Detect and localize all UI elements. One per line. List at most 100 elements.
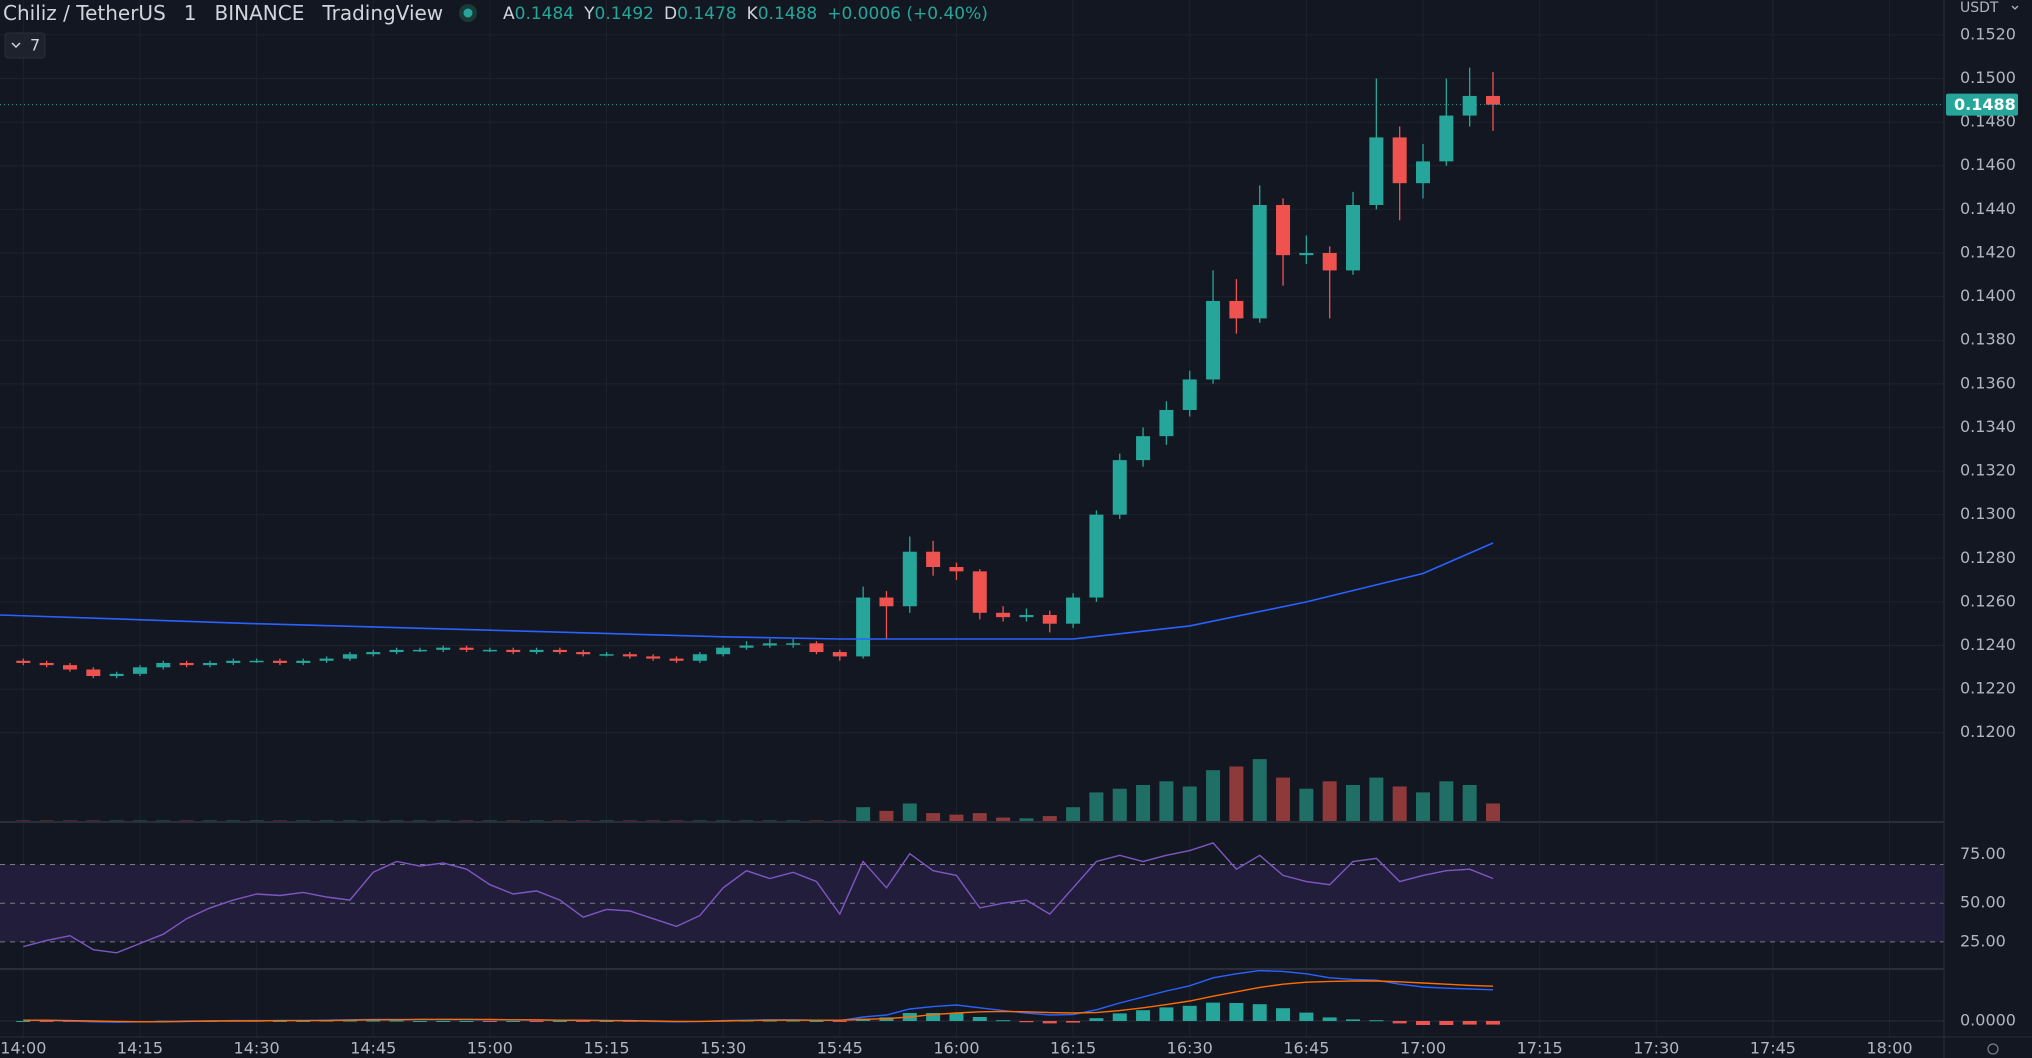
candle-body [1439,115,1454,162]
candle-body [506,649,521,653]
macd-histogram-bar [459,1021,474,1022]
candle-body [1229,300,1244,319]
y-tick-label: 0.1480 [1960,112,2016,131]
macd-histogram-bar [1276,1008,1291,1021]
macd-histogram-bar [1182,1005,1197,1021]
macd-histogram-bar [1042,1021,1057,1024]
header-text: Y [583,4,595,24]
macd-histogram-bar [412,1021,427,1022]
volume-bar [1392,786,1407,822]
macd-histogram-bar [39,1021,54,1022]
volume-bar [856,807,871,822]
candle-body [1299,252,1314,256]
macd-histogram-bar [809,1021,824,1022]
macd-histogram-bar [506,1021,521,1022]
candle-body [1462,95,1477,116]
y-tick-label: 0.1220 [1960,679,2016,698]
header: Chiliz / TetherUS 1 BINANCE TradingView [3,1,443,25]
macd-histogram-bar [272,1021,287,1022]
candle-body [482,649,497,652]
settings-icon[interactable] [1987,1043,1999,1055]
candle-body [132,667,147,674]
candle-body [1136,436,1151,461]
candle-body [879,597,894,607]
macd-histogram-bar [926,1013,941,1021]
macd-tick-label: 0.0000 [1960,1011,2016,1030]
chevron-icon [2011,5,2019,10]
y-tick-label: 0.1360 [1960,373,2016,392]
macd-histogram-bar [762,1020,777,1022]
header-text: 0.1492 [595,4,654,24]
status-dot [463,8,473,18]
candle-body [202,662,217,666]
candle-body [786,643,801,645]
macd-histogram-bar [342,1020,357,1022]
candle-body [1369,137,1384,205]
x-tick-label: 14:15 [117,1039,163,1058]
y-tick-label: 0.1280 [1960,548,2016,567]
candle-body [902,551,917,607]
header-text: TradingView [321,1,443,25]
volume-bar [1229,766,1244,822]
macd-histogram-bar [436,1021,451,1022]
macd-histogram-bar [832,1021,847,1022]
candle-body [762,643,777,646]
candle-body [1346,204,1361,271]
volume-bar [1416,792,1431,822]
ohlc-legend: A0.1484 Y0.1492 D0.1478 K0.1488 +0.0006 (+0.… [503,4,988,24]
candle-body [389,649,404,653]
macd-histogram-bar [972,1017,987,1021]
candle-body [436,647,451,650]
x-tick-label: 14:45 [350,1039,396,1058]
candle-body [646,656,661,659]
macd-histogram-bar [1346,1019,1361,1021]
candle-body [226,660,241,663]
macd-histogram-bar [1392,1021,1407,1024]
volume-bar [1252,759,1267,822]
candle-body [39,662,54,666]
x-tick-label: 17:00 [1400,1039,1446,1058]
volume-bar [1439,781,1454,822]
macd-histogram-bar [389,1020,404,1022]
y-tick-label: 0.1320 [1960,461,2016,480]
candle-body [249,660,264,663]
candle-body [1112,460,1127,515]
x-tick-label: 16:45 [1283,1039,1329,1058]
volume-bar [996,817,1011,822]
volume-bar [902,803,917,822]
volume-bar [926,813,941,822]
grid [0,0,1944,1037]
macd-histogram-bar [1485,1021,1500,1025]
currency-label[interactable]: USDT [1960,0,1999,16]
candle-body [1322,252,1337,271]
x-tick-label: 15:45 [817,1039,863,1058]
rsi-line [23,842,1494,954]
candle-body [926,551,941,567]
candle-body [179,662,194,666]
y-tick-label: 0.1460 [1960,155,2016,174]
y-tick-label: 0.1260 [1960,591,2016,610]
volume-bar [1462,785,1477,822]
candle-body [109,673,124,677]
indicators-count[interactable]: 7 [30,36,40,55]
macd-histogram-bar [1159,1007,1174,1021]
macd-histogram-bar [1462,1021,1477,1025]
header-text: Chiliz / TetherUS [3,1,166,25]
candle-body [342,654,357,659]
candle-body [1089,514,1104,598]
indicators-toggle[interactable] [4,32,46,59]
volume-bar [1346,785,1361,822]
candle-body [296,660,311,663]
header-text: K [747,4,759,24]
x-tick-label: 17:45 [1750,1039,1796,1058]
candle-body [459,647,474,650]
macd-histogram-bar [1299,1012,1314,1021]
volume-bar [972,813,987,822]
x-tick-label: 15:15 [583,1039,629,1058]
x-tick-label: 16:00 [933,1039,979,1058]
volume-bar [1485,803,1500,822]
macd-signal-line [23,980,1494,1023]
candle-body [1392,137,1407,184]
volume-bar [1206,770,1221,822]
macd-histogram-bar [1112,1013,1127,1021]
